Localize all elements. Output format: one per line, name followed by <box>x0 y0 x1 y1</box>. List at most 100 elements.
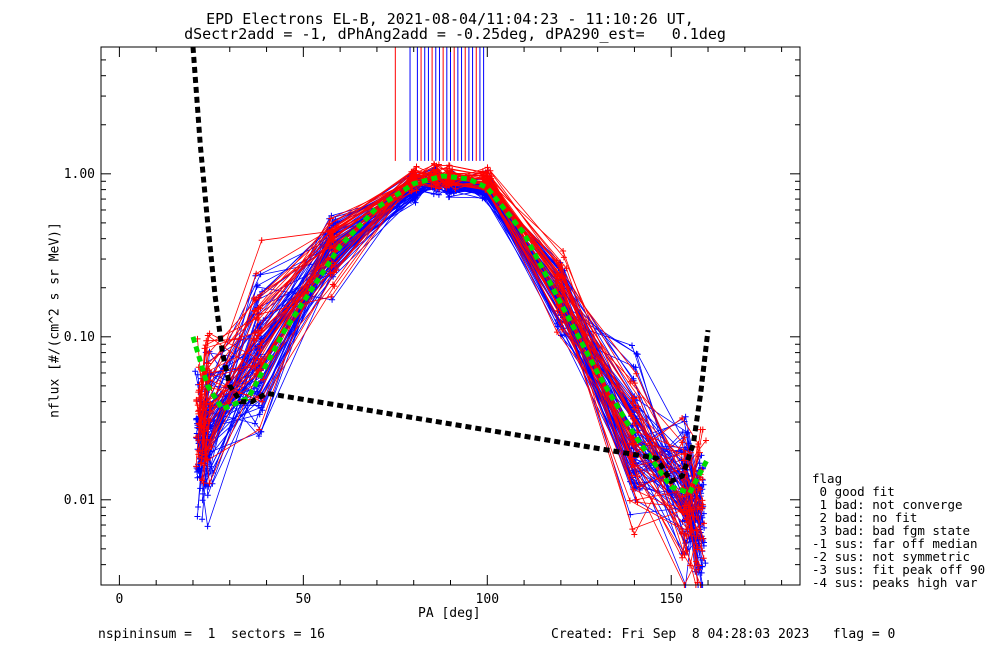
chart-subtitle: dSectr2add = -1, dPhAng2add = -0.25deg, … <box>184 25 726 43</box>
sweep-line <box>201 180 704 542</box>
footer-sector-info: nspininsum = 1 sectors = 16 <box>98 627 325 642</box>
data-point <box>683 548 690 554</box>
data-point <box>683 516 690 523</box>
data-point <box>559 326 566 333</box>
sweep-line <box>204 177 704 539</box>
flag-legend: flag 0 good fit 1 bad: not converge 2 ba… <box>812 472 985 589</box>
data-point <box>328 228 335 235</box>
data-point <box>333 222 340 229</box>
data-point <box>699 501 706 508</box>
peak-markers <box>394 47 485 161</box>
data-point <box>193 434 200 441</box>
data-point <box>259 398 265 405</box>
data-point <box>627 378 634 385</box>
data-point <box>684 429 691 436</box>
legend-item: -3 sus: fit peak off 90 <box>812 562 986 577</box>
data-point <box>257 305 264 312</box>
data-point <box>682 413 689 420</box>
data-point <box>697 506 704 513</box>
data-point <box>208 443 215 450</box>
data-point <box>449 178 456 185</box>
data-point <box>201 481 208 487</box>
data-point <box>681 451 687 458</box>
sweep-line <box>195 170 699 570</box>
data-point <box>681 434 688 441</box>
data-point <box>257 342 264 349</box>
legend-item: -2 sus: not symmetric <box>812 549 971 564</box>
data-point <box>330 237 337 244</box>
data-point <box>449 166 456 173</box>
data-point <box>253 283 260 290</box>
chart-title: EPD Electrons EL-B, 2021-08-04/11:04:23 … <box>206 10 694 28</box>
data-point <box>195 410 202 417</box>
fit-curve-black <box>190 46 711 485</box>
data-point <box>626 497 633 504</box>
data-point <box>199 516 206 523</box>
sweep-line <box>198 181 699 522</box>
data-point <box>333 267 340 274</box>
data-point <box>558 320 565 326</box>
data-point <box>251 330 258 337</box>
data-point <box>196 381 203 388</box>
data-point <box>694 546 701 553</box>
footer-created-info: Created: Fri Sep 8 04:28:03 2023 flag = … <box>551 627 896 642</box>
data-point <box>195 451 202 458</box>
data-point <box>199 490 206 497</box>
sweep-line <box>198 176 700 508</box>
x-tick-label: 150 <box>659 592 682 607</box>
data-point <box>413 187 420 194</box>
legend-title: flag <box>812 471 843 486</box>
data-point <box>698 563 705 570</box>
data-point <box>204 470 211 477</box>
data-point <box>633 484 640 491</box>
data-point <box>556 283 563 289</box>
data-point <box>684 526 691 533</box>
data-point <box>413 163 420 170</box>
data-point <box>256 411 263 418</box>
data-point <box>260 376 267 383</box>
legend-item: 2 bad: no fit <box>812 510 918 525</box>
data-point <box>633 350 640 357</box>
data-point <box>479 195 486 202</box>
data-point <box>255 402 262 409</box>
legend-item: 1 bad: not converge <box>812 497 963 512</box>
data-point <box>631 531 638 538</box>
sweep-line <box>196 179 699 566</box>
data-point <box>255 317 262 323</box>
data-point <box>410 171 417 178</box>
data-point <box>205 483 212 490</box>
data-point <box>637 483 643 490</box>
data-point <box>430 191 437 198</box>
y-tick-label: 1.00 <box>64 167 95 182</box>
data-point <box>257 347 264 354</box>
data-point <box>331 261 338 268</box>
data-point <box>256 426 263 433</box>
data-point <box>329 281 336 288</box>
sweep-line <box>194 176 696 572</box>
data-point <box>327 245 334 252</box>
data-point <box>687 449 694 456</box>
data-point <box>202 420 209 427</box>
data-point <box>628 472 635 479</box>
legend-item: 3 bad: bad fgm state <box>812 523 971 538</box>
data-point <box>560 248 567 254</box>
data-point <box>699 547 706 554</box>
data-point <box>255 294 262 301</box>
sweep-line <box>202 181 704 539</box>
data-point <box>629 461 636 468</box>
data-point <box>553 273 560 280</box>
data-point <box>254 388 261 395</box>
data-point <box>255 433 262 440</box>
data-point <box>329 296 336 303</box>
data-point <box>207 400 214 407</box>
data-point <box>204 332 211 339</box>
data-point <box>701 520 707 527</box>
data-point <box>700 510 707 517</box>
data-point <box>206 418 213 425</box>
sweep-line <box>195 174 698 583</box>
data-point <box>197 460 204 467</box>
data-point <box>682 450 689 457</box>
data-point <box>634 499 641 506</box>
data-point <box>252 363 259 370</box>
